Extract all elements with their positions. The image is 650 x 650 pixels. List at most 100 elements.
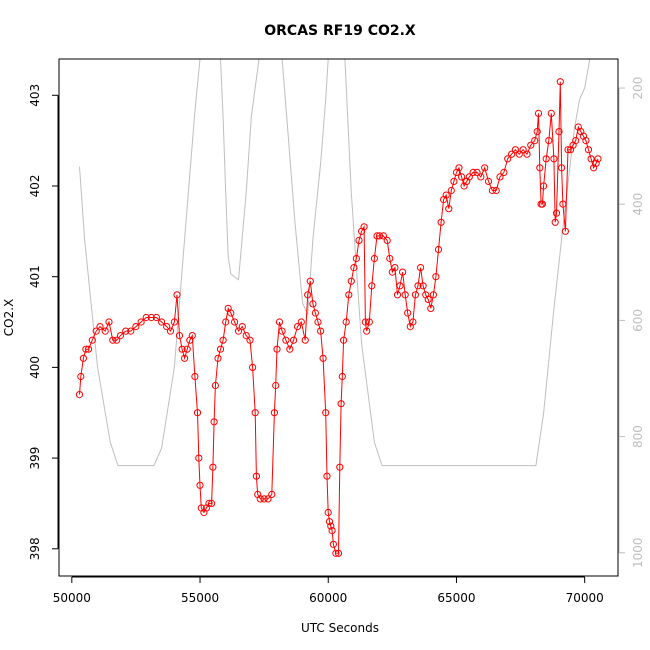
y-axis: 398 399 400 401 402 403 <box>28 84 59 560</box>
data-point <box>329 540 337 548</box>
data-point <box>473 168 481 176</box>
data-point <box>260 495 268 503</box>
data-point <box>391 264 399 272</box>
data-point <box>188 332 196 340</box>
data-point <box>592 159 600 167</box>
data-point <box>92 327 100 335</box>
data-point <box>547 109 555 118</box>
data-point <box>282 336 290 344</box>
data-point <box>558 164 566 172</box>
data-point <box>170 318 178 326</box>
data-point <box>323 472 331 480</box>
data-point <box>319 354 327 362</box>
data-point <box>465 173 473 181</box>
co2-series-points <box>75 78 602 557</box>
data-point <box>481 164 489 172</box>
data-point <box>79 354 88 362</box>
data-point <box>484 177 493 185</box>
data-point <box>306 277 314 285</box>
data-point <box>350 264 358 272</box>
data-point <box>500 168 508 176</box>
x-axis: 50000 55000 60000 65000 70000 <box>53 576 604 605</box>
chart-title: ORCAS RF19 CO2.X <box>264 23 416 39</box>
data-point <box>450 177 458 185</box>
data-point <box>540 182 548 190</box>
data-point <box>399 268 407 276</box>
data-point <box>572 137 580 145</box>
data-point <box>552 209 561 217</box>
data-point <box>173 291 181 299</box>
data-point <box>559 200 567 208</box>
data-point <box>278 327 286 335</box>
x-tick-label: 55000 <box>181 591 219 605</box>
data-point <box>445 205 453 213</box>
data-point <box>116 332 125 340</box>
data-point <box>332 549 340 557</box>
data-point <box>515 150 523 158</box>
data-point <box>429 291 437 299</box>
data-point <box>383 236 391 244</box>
data-point <box>432 273 440 281</box>
data-point <box>427 304 435 312</box>
data-point <box>238 323 246 331</box>
data-point <box>401 291 409 299</box>
data-point <box>311 309 319 317</box>
data-point <box>290 336 298 344</box>
right-tick-label: 1000 <box>631 537 645 568</box>
co2-series-line <box>79 81 599 554</box>
data-point <box>322 409 330 417</box>
data-point <box>411 291 419 299</box>
data-point <box>264 495 272 503</box>
data-point <box>216 345 225 353</box>
data-point <box>533 128 541 136</box>
data-point <box>183 345 191 353</box>
data-point <box>142 313 150 322</box>
data-point <box>272 381 280 390</box>
data-point <box>538 200 547 208</box>
data-point <box>105 318 113 326</box>
data-point <box>297 318 305 326</box>
data-point <box>469 168 477 176</box>
right-tick-label: 400 <box>631 193 645 216</box>
data-point <box>338 372 346 381</box>
data-point <box>555 128 563 136</box>
data-point <box>304 291 312 299</box>
y-tick-label: 399 <box>28 447 42 470</box>
co2-series-path <box>79 81 599 554</box>
x-tick-label: 50000 <box>53 591 91 605</box>
y-tick-label: 398 <box>28 537 42 560</box>
data-point <box>508 150 516 158</box>
data-point <box>268 490 276 498</box>
data-point <box>195 454 203 462</box>
data-point <box>166 327 175 335</box>
data-point <box>211 381 219 390</box>
data-point <box>222 318 230 326</box>
right-tick-label: 800 <box>631 425 645 448</box>
y-tick-label: 401 <box>28 265 42 288</box>
data-point <box>536 164 544 172</box>
data-point <box>317 327 325 335</box>
data-point <box>434 245 443 254</box>
data-point <box>477 173 485 181</box>
data-point <box>458 173 466 181</box>
data-point <box>492 186 500 195</box>
x-tick-label: 70000 <box>566 591 604 605</box>
data-point <box>519 146 527 154</box>
data-point <box>404 309 412 317</box>
data-point <box>137 318 145 326</box>
data-point <box>352 254 360 263</box>
data-point <box>409 318 417 326</box>
data-point <box>368 282 376 290</box>
data-point <box>127 327 135 335</box>
data-point <box>242 332 250 340</box>
data-point <box>234 327 243 335</box>
data-point <box>370 254 378 263</box>
data-point <box>301 336 309 344</box>
data-point <box>527 141 535 149</box>
data-point <box>84 345 93 353</box>
data-point <box>309 300 317 308</box>
data-point <box>355 236 363 244</box>
plot-frame <box>58 58 619 577</box>
data-point <box>561 227 570 235</box>
